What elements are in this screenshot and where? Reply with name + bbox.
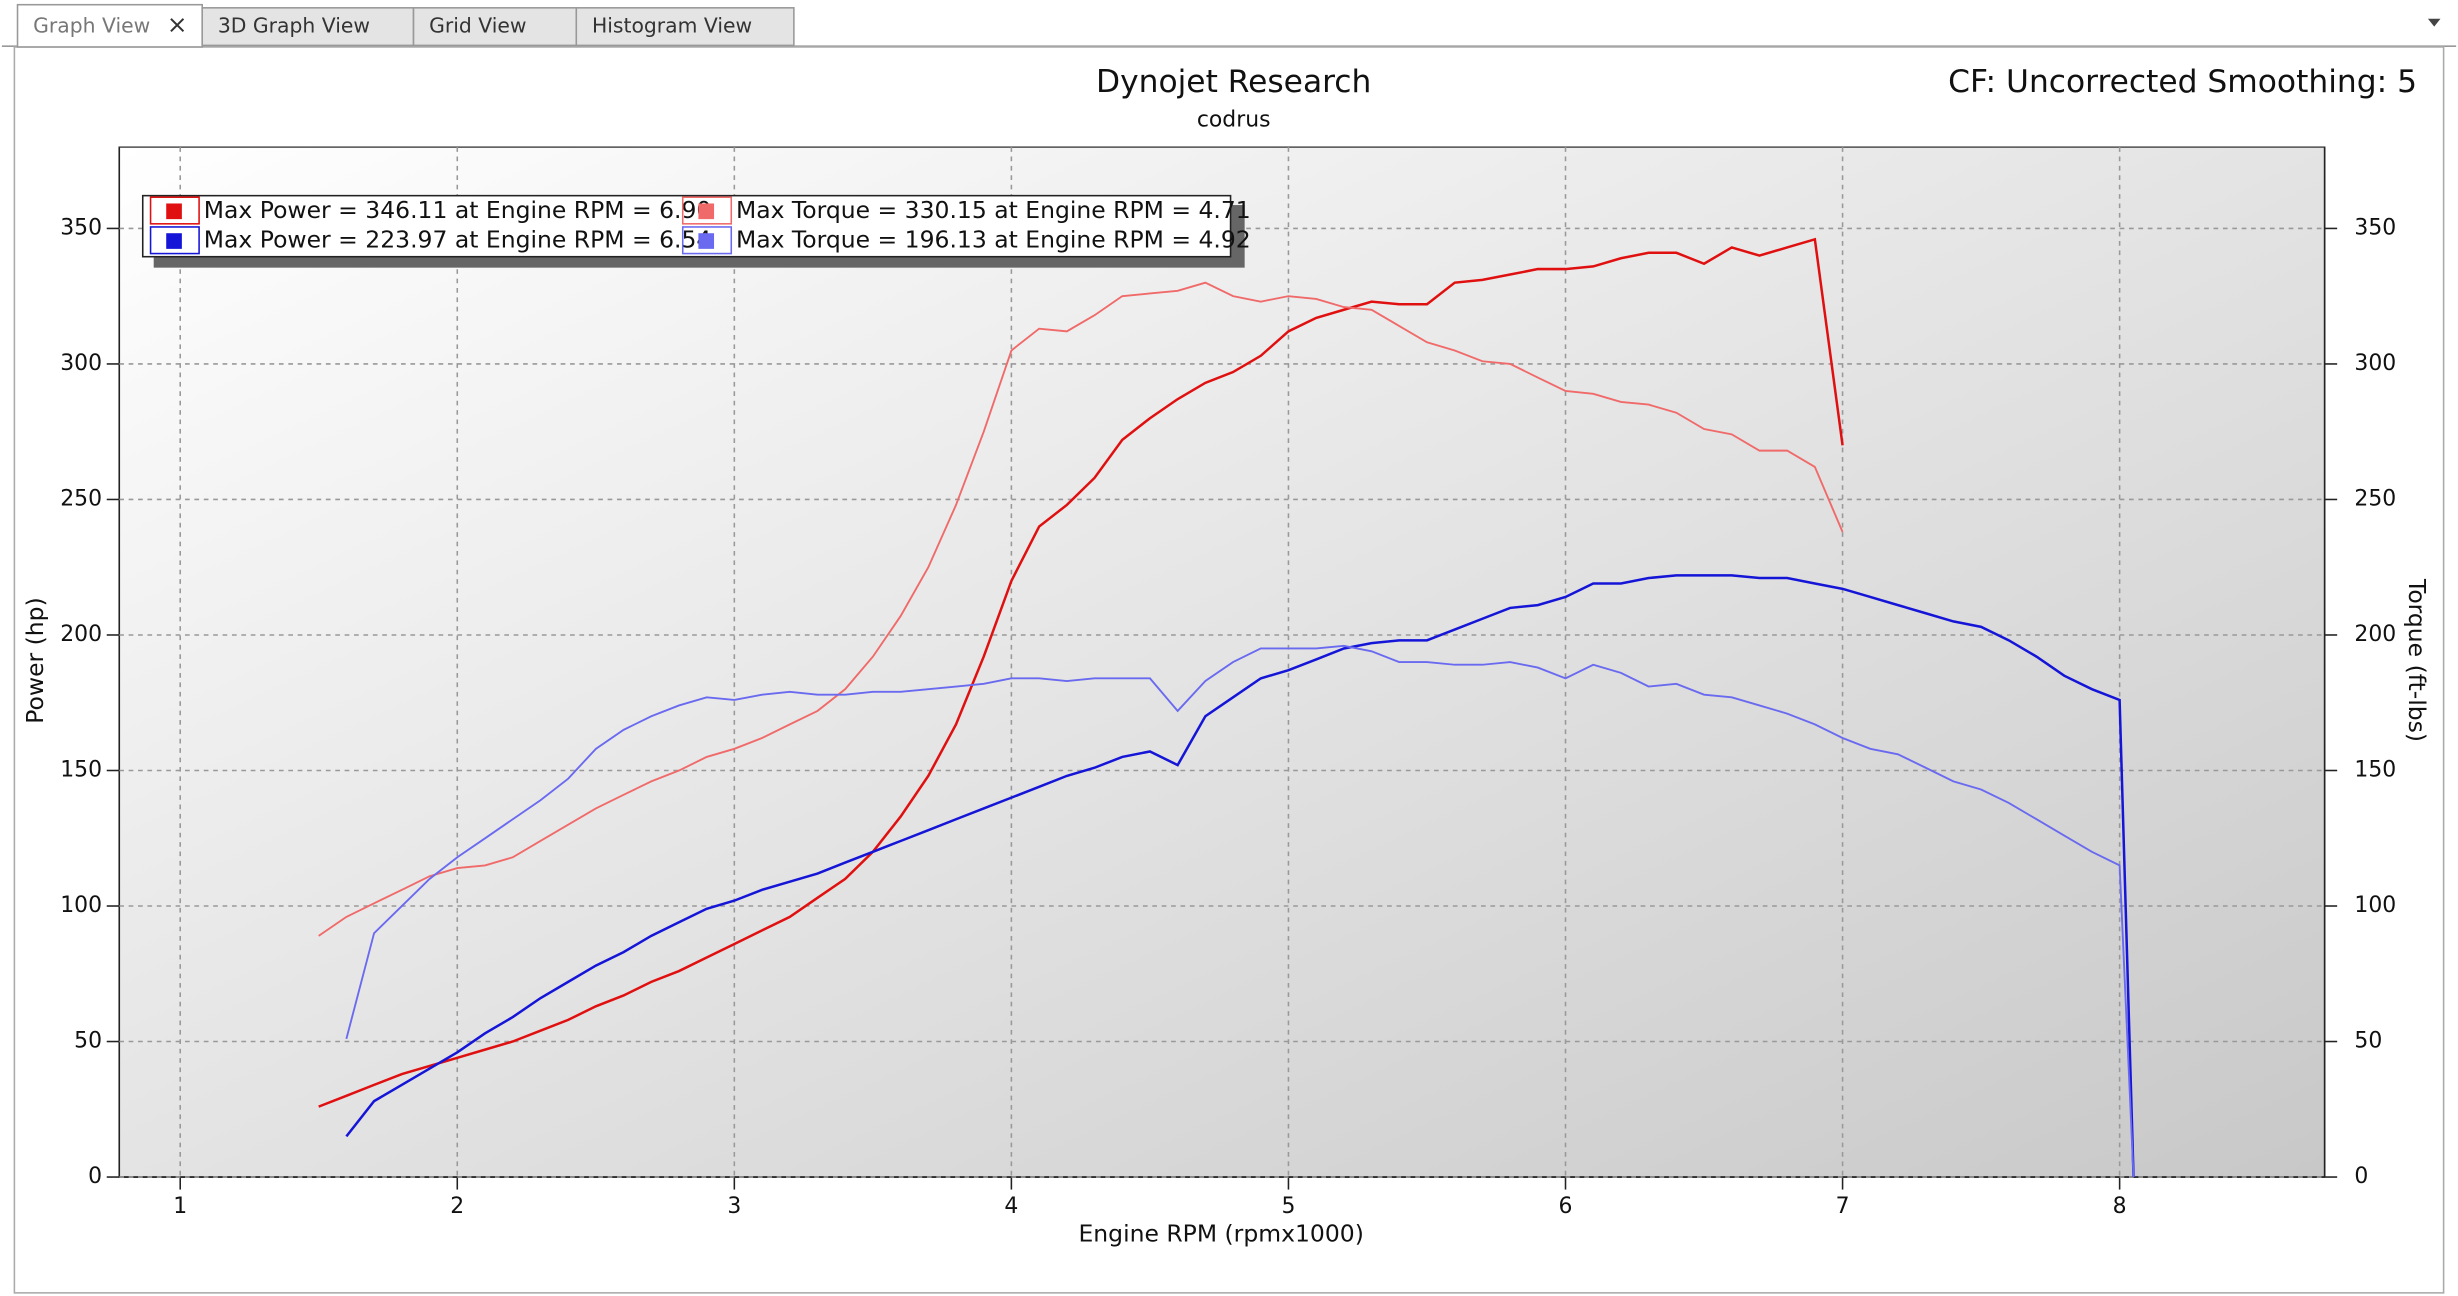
y2-axis-label: Torque (ft-lbs) bbox=[2403, 578, 2431, 742]
x-tick-label: 2 bbox=[450, 1194, 464, 1219]
y-tick-label: 50 bbox=[74, 1029, 102, 1054]
y-tick-label: 100 bbox=[60, 893, 102, 918]
tab-close[interactable] bbox=[170, 18, 185, 33]
x-tick-label: 6 bbox=[1559, 1194, 1573, 1219]
y-tick-label: 200 bbox=[60, 622, 102, 647]
series-line bbox=[345, 574, 2135, 1178]
x-tick-label: 5 bbox=[1281, 1194, 1295, 1219]
view-frame bbox=[13, 46, 2445, 1294]
correction-info: CF: Uncorrected Smoothing: 5 bbox=[1948, 64, 2417, 100]
series-line bbox=[345, 644, 2135, 1178]
x-tick-label: 7 bbox=[1836, 1194, 1850, 1219]
tab-menu-arrow[interactable] bbox=[2427, 18, 2441, 27]
legend-swatch[interactable] bbox=[166, 203, 182, 220]
tab-label[interactable]: Grid View bbox=[429, 14, 526, 38]
y-tick-label: 350 bbox=[60, 215, 102, 240]
tab[interactable] bbox=[201, 7, 415, 47]
y-tick-label: 300 bbox=[60, 351, 102, 376]
y-axis-label: Power (hp) bbox=[21, 597, 49, 724]
y2-tick-label: 250 bbox=[2354, 486, 2396, 511]
y2-tick-label: 200 bbox=[2354, 622, 2396, 647]
legend-label[interactable]: Max Power = 223.97 at Engine RPM = 6.54 bbox=[204, 226, 712, 254]
y2-tick-label: 50 bbox=[2354, 1029, 2382, 1054]
y2-tick-label: 300 bbox=[2354, 351, 2396, 376]
y-tick-label: 250 bbox=[60, 486, 102, 511]
legend-label[interactable]: Max Power = 346.11 at Engine RPM = 6.90 bbox=[204, 196, 712, 224]
legend-frame[interactable] bbox=[149, 196, 200, 225]
series-line bbox=[318, 237, 1844, 1108]
x-tick-label: 1 bbox=[173, 1194, 187, 1219]
tab[interactable] bbox=[412, 7, 578, 47]
legend-frame[interactable] bbox=[149, 226, 200, 255]
legend-swatch[interactable] bbox=[698, 233, 715, 249]
legend-swatch[interactable] bbox=[698, 203, 715, 220]
plot-area bbox=[118, 146, 2326, 1178]
legend-frame[interactable] bbox=[681, 226, 733, 255]
x-axis-label: Engine RPM (rpmx1000) bbox=[1078, 1219, 1363, 1247]
x-tick-label: 3 bbox=[727, 1194, 741, 1219]
tab-label[interactable]: Graph View bbox=[33, 14, 150, 38]
legend-swatch[interactable] bbox=[166, 233, 182, 249]
legend-label[interactable]: Max Torque = 196.13 at Engine RPM = 4.92 bbox=[736, 226, 1251, 254]
x-tick-label: 4 bbox=[1004, 1194, 1018, 1219]
chart-subtitle: codrus bbox=[1197, 108, 1271, 133]
legend-label[interactable]: Max Torque = 330.15 at Engine RPM = 4.71 bbox=[736, 196, 1251, 224]
tab[interactable] bbox=[575, 7, 795, 47]
series-line bbox=[318, 281, 1844, 937]
y-tick-label: 0 bbox=[88, 1164, 102, 1189]
y-tick-label: 150 bbox=[60, 757, 102, 782]
tab-label[interactable]: 3D Graph View bbox=[218, 14, 370, 38]
y2-tick-label: 350 bbox=[2354, 215, 2396, 240]
chart-title: Dynojet Research bbox=[1096, 64, 1371, 100]
tab[interactable] bbox=[16, 3, 204, 48]
y2-tick-label: 0 bbox=[2354, 1164, 2368, 1189]
legend-frame[interactable] bbox=[681, 196, 733, 225]
y2-tick-label: 100 bbox=[2354, 893, 2396, 918]
x-tick-label: 8 bbox=[2113, 1194, 2127, 1219]
tab-label[interactable]: Histogram View bbox=[592, 14, 752, 38]
y2-tick-label: 150 bbox=[2354, 757, 2396, 782]
